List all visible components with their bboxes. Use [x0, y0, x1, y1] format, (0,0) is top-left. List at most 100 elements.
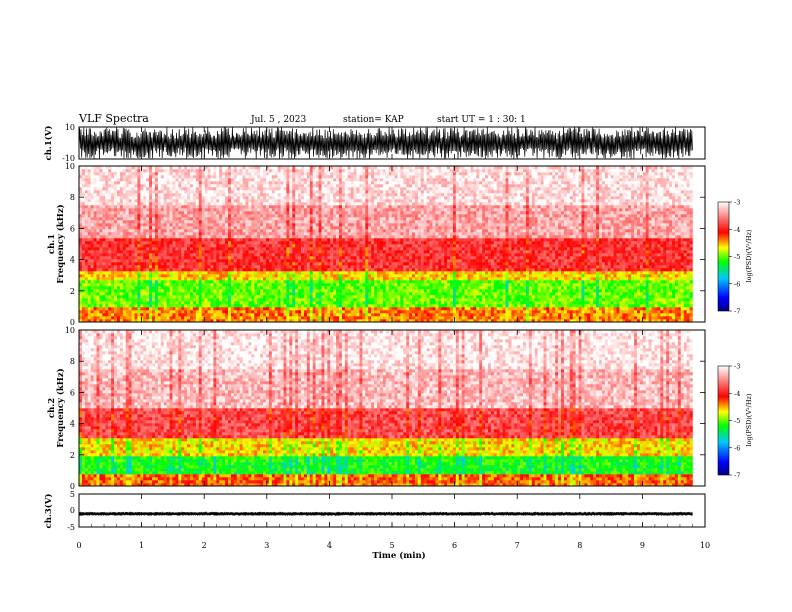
spectrogram-cell	[187, 166, 191, 170]
spectrogram-cell	[122, 229, 127, 233]
spectrogram-cell	[207, 259, 211, 263]
spectrogram-cell	[315, 298, 319, 302]
spectrogram-cell	[245, 295, 249, 299]
spectrogram-cell	[149, 166, 153, 170]
spectrogram-cell	[277, 283, 281, 287]
spectrogram-cell	[116, 193, 121, 197]
spectrogram-cell	[187, 229, 191, 233]
spectrogram-cell	[292, 175, 296, 179]
spectrogram-cell	[265, 250, 270, 254]
spectrogram-cell	[263, 190, 267, 194]
spectrogram-cell	[318, 292, 322, 296]
spectrogram-cell	[309, 199, 314, 203]
spectrogram-cell	[131, 187, 135, 191]
spectrogram-cell	[134, 268, 138, 272]
spectrogram-cell	[105, 244, 109, 248]
spectrogram-cell	[190, 283, 194, 287]
spectrogram-cell	[195, 277, 200, 281]
spectrogram-cell	[169, 292, 173, 296]
spectrogram-cell	[260, 253, 264, 257]
spectrogram-cell	[128, 226, 132, 230]
spectrogram-cell	[301, 250, 305, 254]
spectrogram-cell	[195, 301, 200, 305]
spectrogram-cell	[356, 214, 360, 218]
spectrogram-cell	[143, 256, 147, 260]
spectrogram-cell	[257, 271, 261, 275]
spectrogram-cell	[152, 205, 156, 209]
spectrogram-cell	[263, 268, 267, 272]
spectrogram-cell	[219, 316, 223, 320]
spectrogram-cell	[114, 319, 118, 323]
spectrogram-cell	[263, 193, 267, 197]
spectrogram-cell	[318, 271, 322, 275]
spectrogram-cell	[122, 283, 127, 287]
spectrogram-cell	[105, 190, 109, 194]
spectrogram-cell	[169, 169, 173, 173]
spectrogram-cell	[292, 214, 296, 218]
spectrogram-cell	[125, 229, 129, 233]
spectrogram-cell	[79, 241, 83, 245]
spectrogram-cell	[210, 256, 214, 260]
spectrogram-cell	[242, 274, 246, 278]
spectrogram-cell	[184, 247, 188, 251]
spectrogram-cell	[236, 238, 240, 242]
spectrogram-cell	[271, 229, 276, 233]
spectrogram-cell	[175, 283, 179, 287]
spectrogram-cell	[350, 268, 354, 272]
spectrogram-cell	[140, 283, 144, 287]
spectrogram-cell	[198, 262, 202, 266]
spectrogram-cell	[187, 301, 191, 305]
spectrogram-cell	[280, 226, 284, 230]
spectrogram-cell	[213, 304, 217, 308]
spectrogram-cell	[81, 316, 86, 320]
spectrogram-cell	[93, 184, 97, 188]
spectrogram-cell	[152, 190, 156, 194]
spectrogram-cell	[236, 205, 240, 209]
spectrogram-cell	[347, 286, 351, 290]
spectrogram-cell	[169, 316, 173, 320]
spectrogram-cell	[321, 235, 325, 239]
spectrogram-cell	[339, 193, 343, 197]
spectrogram-cell	[257, 298, 261, 302]
spectrogram-cell	[336, 277, 340, 281]
spectrogram-cell	[166, 304, 170, 308]
spectrogram-cell	[286, 250, 290, 254]
spectrogram-cell	[230, 310, 235, 314]
spectrogram-cell	[265, 241, 270, 245]
spectrogram-cell	[324, 238, 328, 242]
spectrogram-cell	[166, 184, 170, 188]
spectrogram-cell	[295, 244, 299, 248]
spectrogram-cell	[87, 253, 91, 257]
spectrogram-cell	[81, 268, 86, 272]
spectrogram-cell	[114, 268, 118, 272]
spectrogram-cell	[210, 271, 214, 275]
spectrogram-cell	[356, 205, 360, 209]
spectrogram-cell	[306, 223, 311, 227]
spectrogram-cell	[265, 211, 270, 215]
spectrogram-cell	[169, 208, 173, 212]
spectrogram-cell	[274, 199, 278, 203]
spectrogram-cell	[181, 319, 185, 323]
spectrogram-cell	[207, 274, 211, 278]
spectrogram-cell	[257, 178, 261, 182]
spectrogram-cell	[108, 310, 112, 314]
spectrogram-cell	[251, 208, 255, 212]
spectrogram-cell	[289, 256, 293, 260]
spectrogram-cell	[160, 280, 165, 284]
spectrogram-cell	[105, 214, 109, 218]
spectrogram-cell	[128, 172, 132, 176]
spectrogram-cell	[216, 184, 220, 188]
spectrogram-cell	[295, 235, 299, 239]
spectrogram-cell	[204, 172, 208, 176]
spectrogram-cell	[87, 292, 91, 296]
spectrogram-cell	[87, 256, 91, 260]
spectrogram-cell	[312, 223, 316, 227]
spectrogram-cell	[309, 277, 314, 281]
spectrogram-cell	[324, 256, 328, 260]
spectrogram-cell	[134, 244, 138, 248]
spectrogram-cell	[93, 289, 97, 293]
spectrogram-cell	[280, 211, 284, 215]
spectrogram-cell	[336, 229, 340, 233]
spectrogram-cell	[222, 307, 226, 311]
spectrogram-cell	[222, 301, 226, 305]
